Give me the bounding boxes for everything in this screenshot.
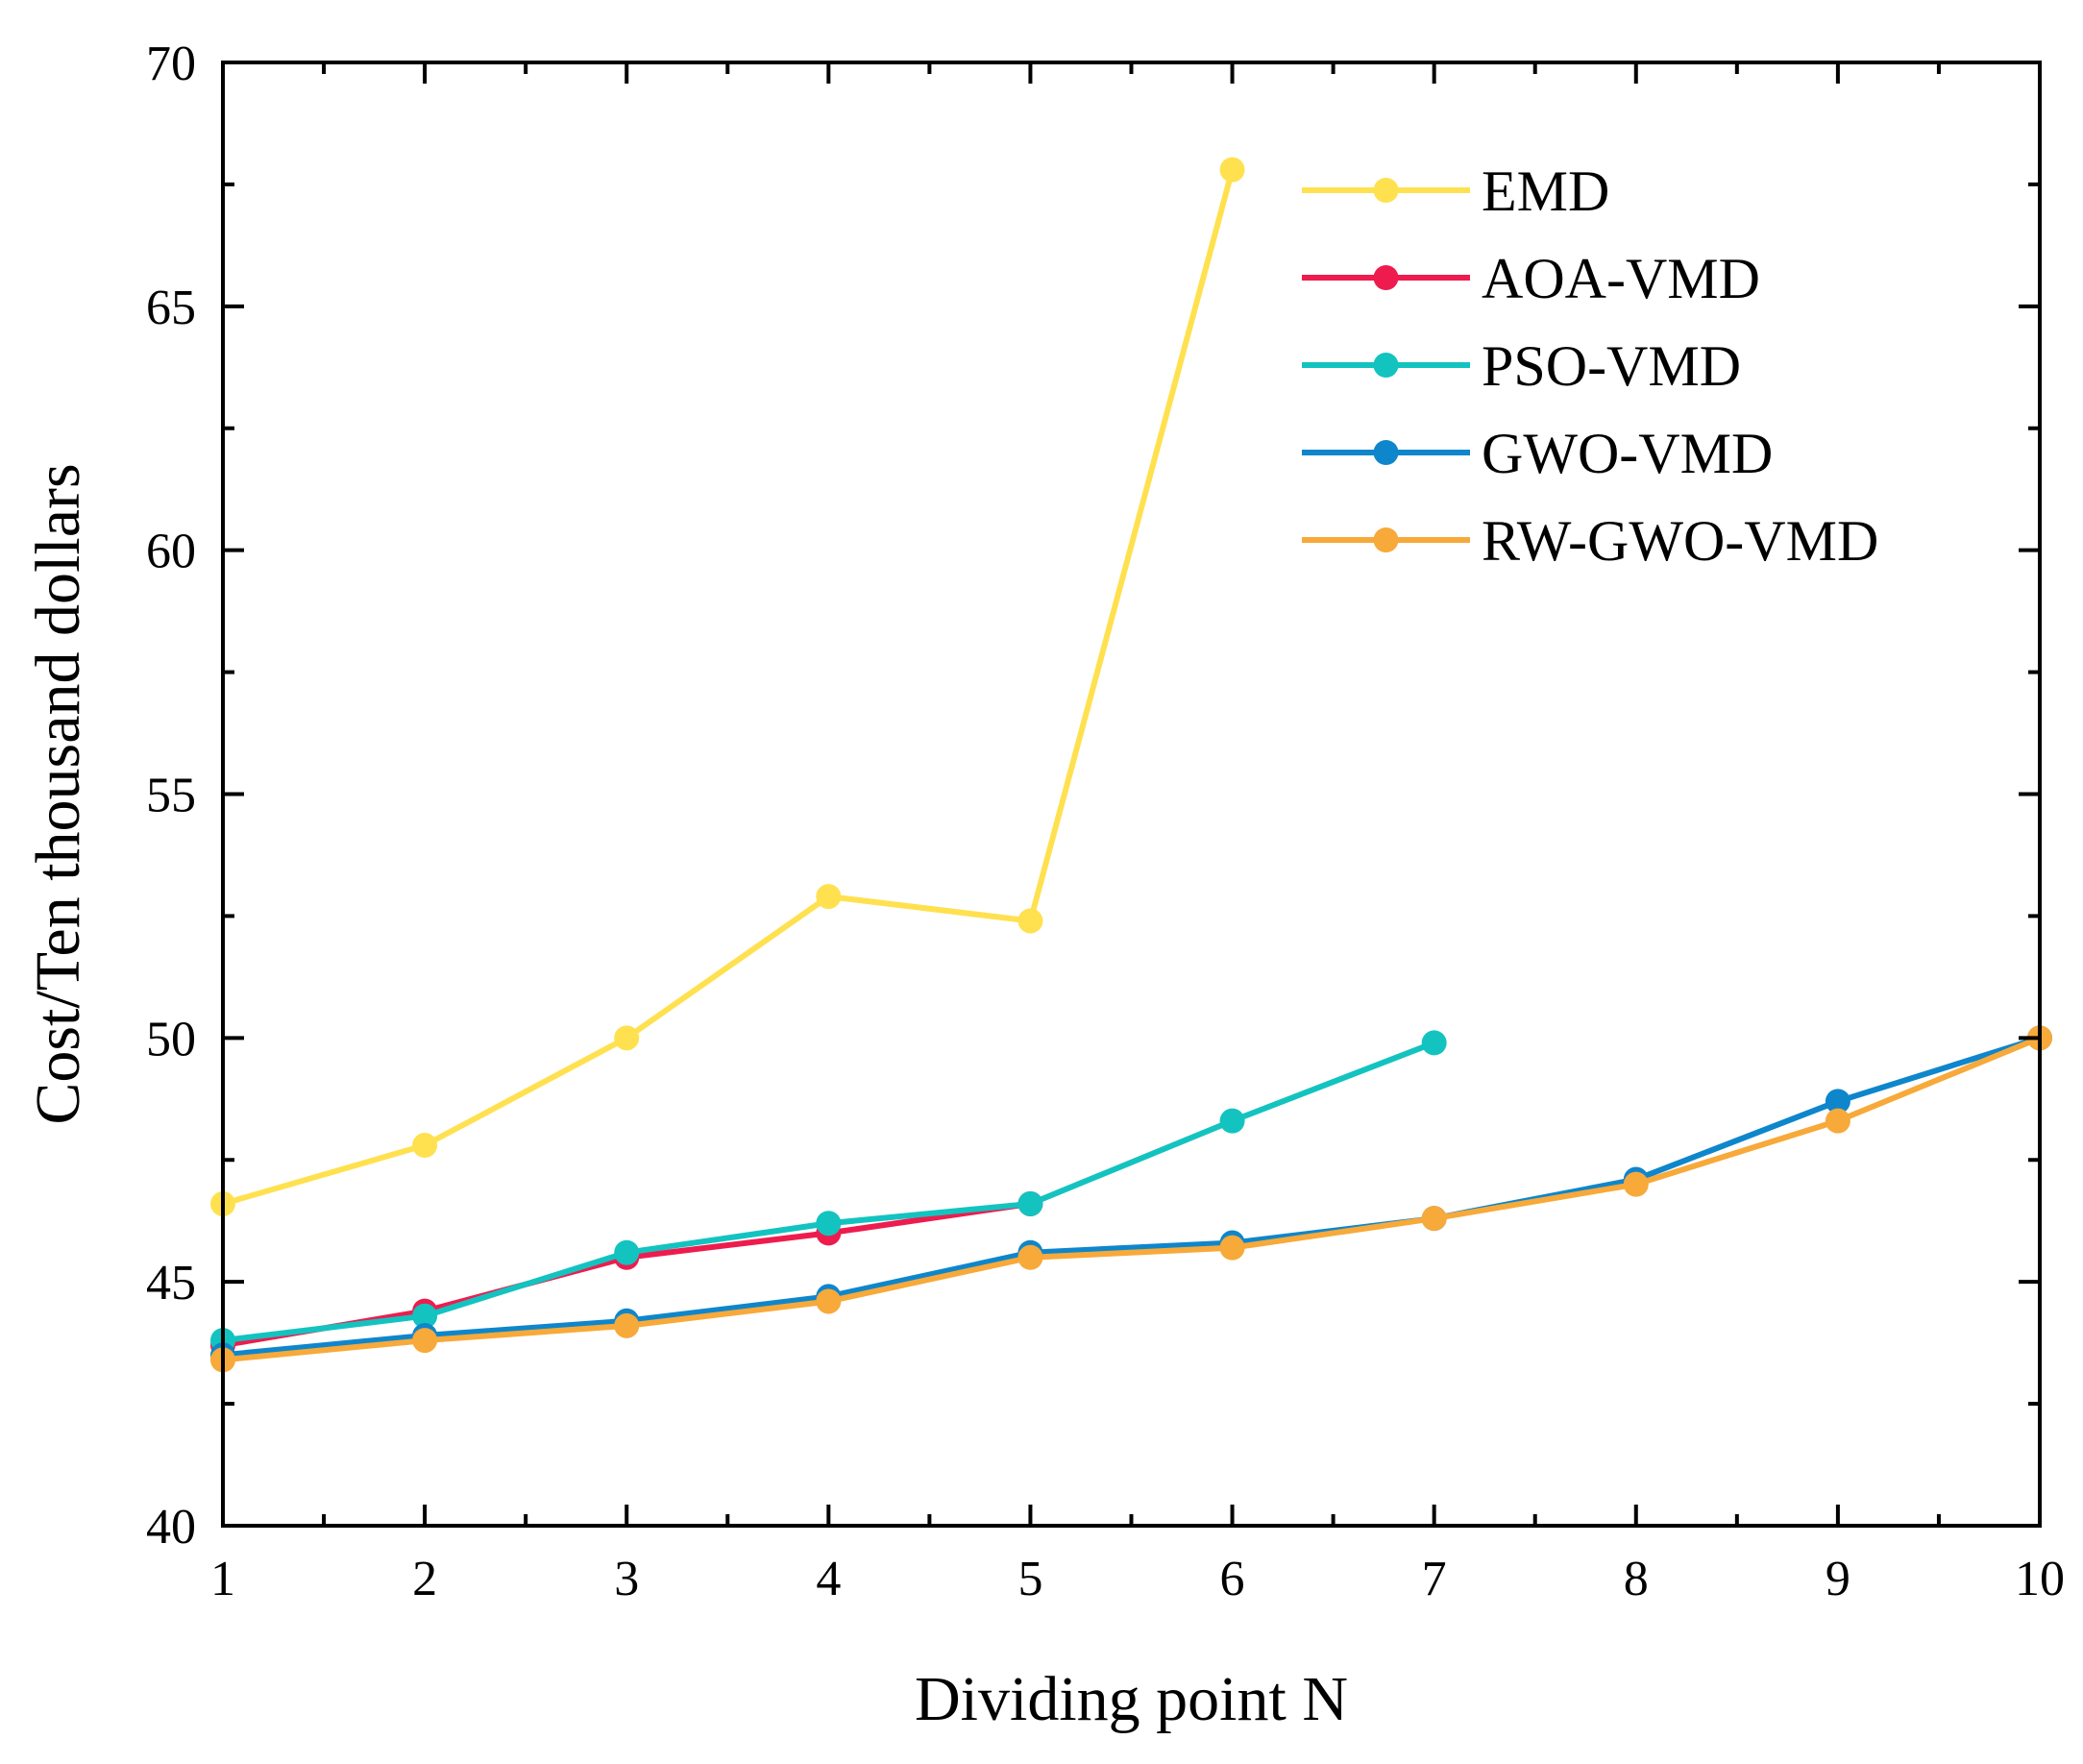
series-emd: [210, 157, 1245, 1216]
y-tick-label: 70: [146, 37, 196, 91]
legend-label: AOA-VMD: [1482, 247, 1760, 310]
data-point: [1825, 1089, 1850, 1115]
y-tick-label: 55: [146, 769, 196, 823]
legend-label: RW-GWO-VMD: [1482, 509, 1878, 573]
data-point: [1219, 157, 1245, 183]
data-point: [412, 1133, 438, 1159]
x-tick-label: 10: [2015, 1552, 2065, 1606]
data-point: [614, 1312, 640, 1338]
series-rw-gwo-vmd: [210, 1025, 2052, 1373]
legend-swatch-marker: [1373, 265, 1399, 290]
data-point: [1017, 908, 1043, 934]
x-tick-label: 5: [1017, 1552, 1042, 1606]
y-tick-label: 40: [146, 1500, 196, 1555]
y-tick-label: 50: [146, 1012, 196, 1066]
x-tick-label: 8: [1624, 1552, 1649, 1606]
data-point: [1623, 1171, 1649, 1197]
data-point: [412, 1328, 438, 1354]
series-layer: [210, 157, 2052, 1373]
x-tick-label: 6: [1220, 1552, 1245, 1606]
series-line: [220, 166, 1236, 1207]
data-point: [1421, 1206, 1447, 1232]
series-line: [220, 1035, 2043, 1363]
legend-label: EMD: [1482, 159, 1609, 223]
x-axis-title: Dividing point N: [915, 1664, 1348, 1734]
data-point: [1017, 1190, 1043, 1216]
x-tick-label: 3: [614, 1552, 639, 1606]
x-tick-label: 9: [1826, 1552, 1850, 1606]
data-point: [816, 1288, 842, 1314]
legend-item: RW-GWO-VMD: [1302, 509, 1878, 573]
series-line: [220, 1035, 2043, 1359]
x-tick-label: 7: [1422, 1552, 1447, 1606]
legend-swatch-marker: [1373, 527, 1399, 552]
data-point: [412, 1303, 438, 1329]
data-point: [1421, 1030, 1447, 1056]
legend-swatch-marker: [1373, 440, 1399, 465]
legend-label: GWO-VMD: [1482, 422, 1773, 485]
legend-item: GWO-VMD: [1302, 422, 1773, 485]
data-point: [1017, 1244, 1043, 1270]
x-tick-label: 4: [816, 1552, 841, 1606]
y-tick-label: 60: [146, 525, 196, 579]
x-tick-label: 2: [412, 1552, 437, 1606]
x-tick-label: 1: [210, 1552, 235, 1606]
y-axis-title: Cost/Ten thousand dollars: [23, 463, 93, 1124]
legend: EMD AOA-VMD PSO-VMD GWO-VMD RW-GWO-VMD: [1302, 159, 1878, 573]
legend-swatch-marker: [1373, 353, 1399, 378]
data-point: [1219, 1108, 1245, 1134]
legend-label: PSO-VMD: [1482, 334, 1741, 398]
data-point: [1825, 1108, 1850, 1134]
data-point: [816, 1211, 842, 1237]
data-point: [816, 884, 842, 910]
legend-swatch-marker: [1373, 178, 1399, 203]
data-point: [614, 1239, 640, 1265]
legend-item: EMD: [1302, 159, 1609, 223]
legend-item: PSO-VMD: [1302, 334, 1741, 398]
data-point: [614, 1025, 640, 1051]
legend-item: AOA-VMD: [1302, 247, 1760, 310]
y-tick-label: 45: [146, 1256, 196, 1311]
data-point: [1219, 1235, 1245, 1261]
y-tick-label: 65: [146, 281, 196, 335]
